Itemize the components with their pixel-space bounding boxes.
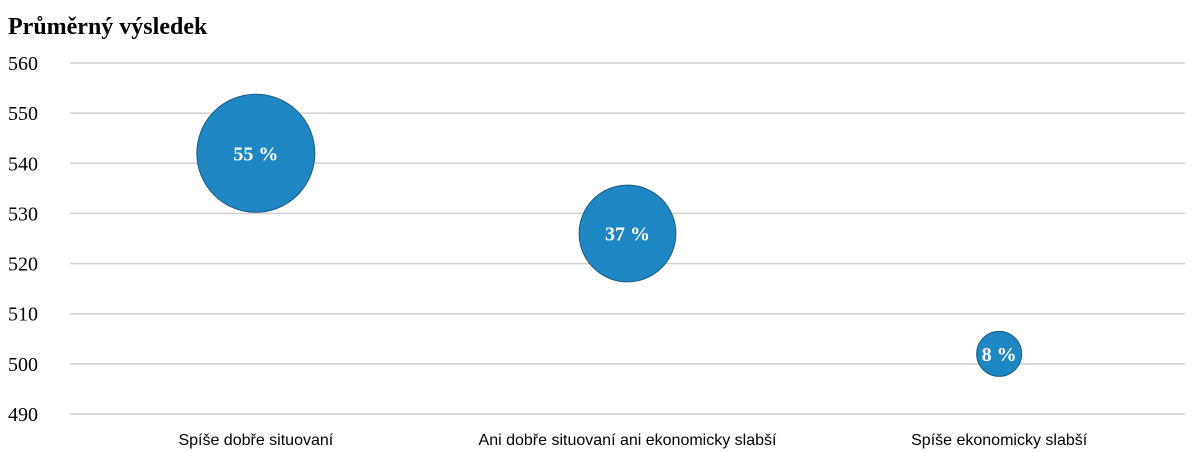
bubble-label: 8 % <box>982 344 1017 366</box>
y-tick-label: 540 <box>8 153 38 175</box>
y-tick-label: 490 <box>8 404 38 426</box>
x-axis: Spíše dobře situovaní Ani dobře situovaní… <box>178 432 1087 449</box>
bubble-label: 37 % <box>605 223 650 245</box>
bubble <box>976 330 1023 377</box>
x-tick-label: Spíše dobře situovaní <box>178 432 333 449</box>
bubble <box>196 93 316 213</box>
y-tick-label: 520 <box>8 254 38 276</box>
x-tick-label: Spíše ekonomicky slabší <box>911 432 1088 449</box>
y-tick-label: 560 <box>8 53 38 75</box>
y-tick-label: 510 <box>8 304 38 326</box>
bubbles: 55 % 37 % 8 % <box>196 93 1023 377</box>
y-tick-label: 500 <box>8 354 38 376</box>
x-tick-label: Ani dobře situovaní ani ekonomicky slabš… <box>479 432 777 449</box>
y-tick-label: 550 <box>8 103 38 125</box>
bubble-label: 55 % <box>233 143 278 165</box>
bubble <box>578 184 677 283</box>
y-tick-label: 530 <box>8 203 38 225</box>
y-axis: 560 550 540 530 520 510 500 490 <box>8 53 38 426</box>
chart-title: Průměrný výsledek <box>8 14 208 40</box>
